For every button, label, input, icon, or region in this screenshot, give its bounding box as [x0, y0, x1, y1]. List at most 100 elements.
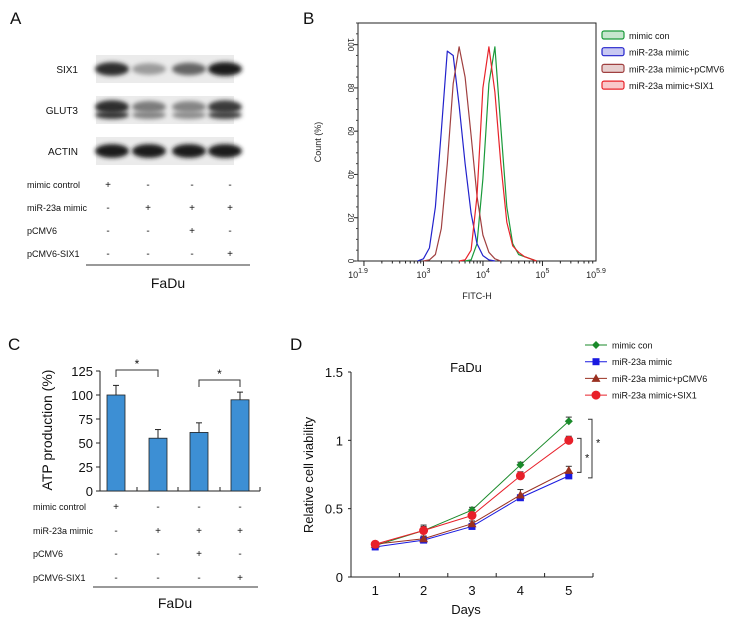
- x-tick-label: 104: [476, 268, 490, 280]
- treatment-sign: -: [114, 549, 117, 560]
- blot-band: [172, 101, 206, 113]
- x-tick-exponent: 5.9: [596, 268, 606, 275]
- treatment-sign: +: [113, 502, 119, 513]
- x-tick-exponent: 1.9: [358, 268, 368, 275]
- data-point: [467, 511, 477, 520]
- panel-label-d: D: [290, 335, 302, 354]
- data-point: [370, 539, 380, 549]
- data-point: [419, 526, 429, 536]
- bar: [106, 394, 126, 492]
- treatment-label: mimic control: [27, 180, 80, 190]
- blot-band: [95, 144, 129, 158]
- flow-histogram-panel: 0 20 40 60 80 100 101.9 103 104 105 105.9 FITC-H Cou…: [313, 22, 724, 301]
- cell-line-label: FaDu: [158, 595, 192, 611]
- blot-label: GLUT3: [46, 106, 79, 117]
- y-tick-label: 80: [346, 83, 355, 92]
- treatment-sign: -: [156, 502, 159, 513]
- x-tick-label: 2: [420, 583, 427, 598]
- treatment-sign: +: [189, 203, 195, 214]
- histogram-2: [423, 46, 502, 262]
- y-tick-label: 0: [336, 570, 343, 585]
- y-axis-label: ATP production (%): [39, 370, 55, 491]
- treatment-label: pCMV6: [33, 549, 63, 559]
- histogram-0: [464, 46, 537, 262]
- treatment-label: miR-23a mimic: [27, 203, 88, 213]
- panel-label-a: A: [10, 9, 22, 28]
- x-tick-label: 1: [372, 583, 379, 598]
- western-blot-panel: SIX1 GLUT3 ACTIN mimic control + - - - miR-23a m…: [27, 55, 250, 291]
- y-tick-label: 100: [71, 388, 93, 403]
- significance-star: *: [135, 357, 140, 371]
- y-tick-label: 0: [346, 259, 355, 264]
- y-tick-label: 40: [346, 170, 355, 179]
- treatment-sign: -: [228, 180, 231, 191]
- treatment-sign: -: [146, 226, 149, 237]
- viability-line-chart-panel: 0 0.5 1 1.5 1 2 3 4 5 Days Relative cell viability…: [301, 341, 707, 618]
- treatment-sign: -: [114, 573, 117, 584]
- y-tick-label: 0: [86, 484, 93, 499]
- treatment-sign: +: [155, 526, 161, 537]
- blot-band: [208, 111, 242, 119]
- treatment-sign: -: [146, 249, 149, 260]
- treatment-label: pCMV6-SIX1: [27, 249, 80, 259]
- treatment-label: miR-23a mimic: [33, 526, 94, 536]
- blot-band: [208, 144, 242, 158]
- bar: [230, 399, 250, 492]
- blot-band: [95, 100, 129, 114]
- treatment-sign: -: [190, 249, 193, 260]
- treatment-sign: +: [227, 249, 233, 260]
- treatment-sign: -: [114, 526, 117, 537]
- y-tick-label: 50: [79, 436, 93, 451]
- x-tick-exponent: 4: [486, 268, 490, 275]
- blot-band: [172, 144, 206, 158]
- treatment-sign: -: [197, 502, 200, 513]
- x-tick-label: 5: [565, 583, 572, 598]
- x-axis-label: Days: [451, 602, 481, 617]
- treatment-label: pCMV6: [27, 226, 57, 236]
- y-tick-label: 1.5: [325, 365, 343, 380]
- legend-marker: [592, 358, 600, 366]
- data-point: [564, 435, 574, 445]
- treatment-sign: -: [156, 549, 159, 560]
- y-tick-label: 0.5: [325, 502, 343, 517]
- y-tick-label: 75: [79, 412, 93, 427]
- blot-band: [208, 62, 242, 76]
- blot-band: [132, 101, 166, 113]
- blot-band: [132, 63, 166, 75]
- data-point: [515, 471, 525, 481]
- treatment-sign: +: [227, 203, 233, 214]
- y-tick-label: 100: [346, 38, 355, 52]
- blot-label: SIX1: [56, 65, 78, 76]
- treatment-sign: -: [146, 180, 149, 191]
- treatment-sign: +: [237, 573, 243, 584]
- bar: [148, 437, 168, 492]
- y-tick-label: 20: [346, 213, 355, 222]
- histogram-3: [458, 46, 537, 262]
- data-point: [419, 534, 429, 543]
- treatment-sign: +: [105, 180, 111, 191]
- x-tick-label: 4: [517, 583, 524, 598]
- y-tick-label: 125: [71, 364, 93, 379]
- significance-bracket: [577, 437, 582, 473]
- legend-marker: [591, 373, 601, 382]
- panel-label-c: C: [8, 335, 20, 354]
- legend-swatch: [601, 47, 625, 57]
- significance-star: *: [217, 367, 222, 381]
- treatment-sign: -: [238, 502, 241, 513]
- legend-label: miR-23a mimic+SIX1: [629, 81, 714, 91]
- x-tick-exponent: 5: [546, 268, 550, 275]
- y-axis-label: Count (%): [313, 122, 323, 163]
- legend-label: miR-23a mimic+SIX1: [612, 391, 697, 401]
- panel-label-b: B: [303, 9, 314, 28]
- x-tick-exponent: 3: [427, 268, 431, 275]
- treatment-sign: -: [190, 180, 193, 191]
- legend-swatch: [601, 80, 625, 90]
- data-point: [564, 465, 574, 474]
- data-point: [565, 472, 573, 480]
- significance-star: *: [596, 438, 601, 450]
- significance-bracket: [115, 369, 159, 377]
- legend-label: miR-23a mimic: [612, 357, 673, 367]
- treatment-label: mimic control: [33, 502, 86, 512]
- significance-bracket: [198, 379, 241, 387]
